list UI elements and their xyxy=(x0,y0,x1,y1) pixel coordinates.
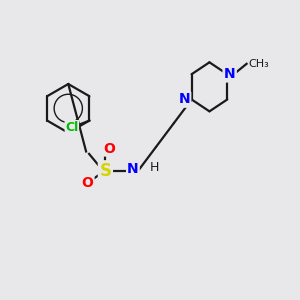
Text: N: N xyxy=(127,162,139,176)
Text: O: O xyxy=(82,176,94,190)
Text: Cl: Cl xyxy=(65,121,79,134)
Text: H: H xyxy=(150,161,159,174)
Text: N: N xyxy=(178,92,190,106)
Text: S: S xyxy=(99,162,111,180)
Text: CH₃: CH₃ xyxy=(248,59,269,69)
Text: N: N xyxy=(224,67,236,81)
Text: O: O xyxy=(103,142,115,155)
